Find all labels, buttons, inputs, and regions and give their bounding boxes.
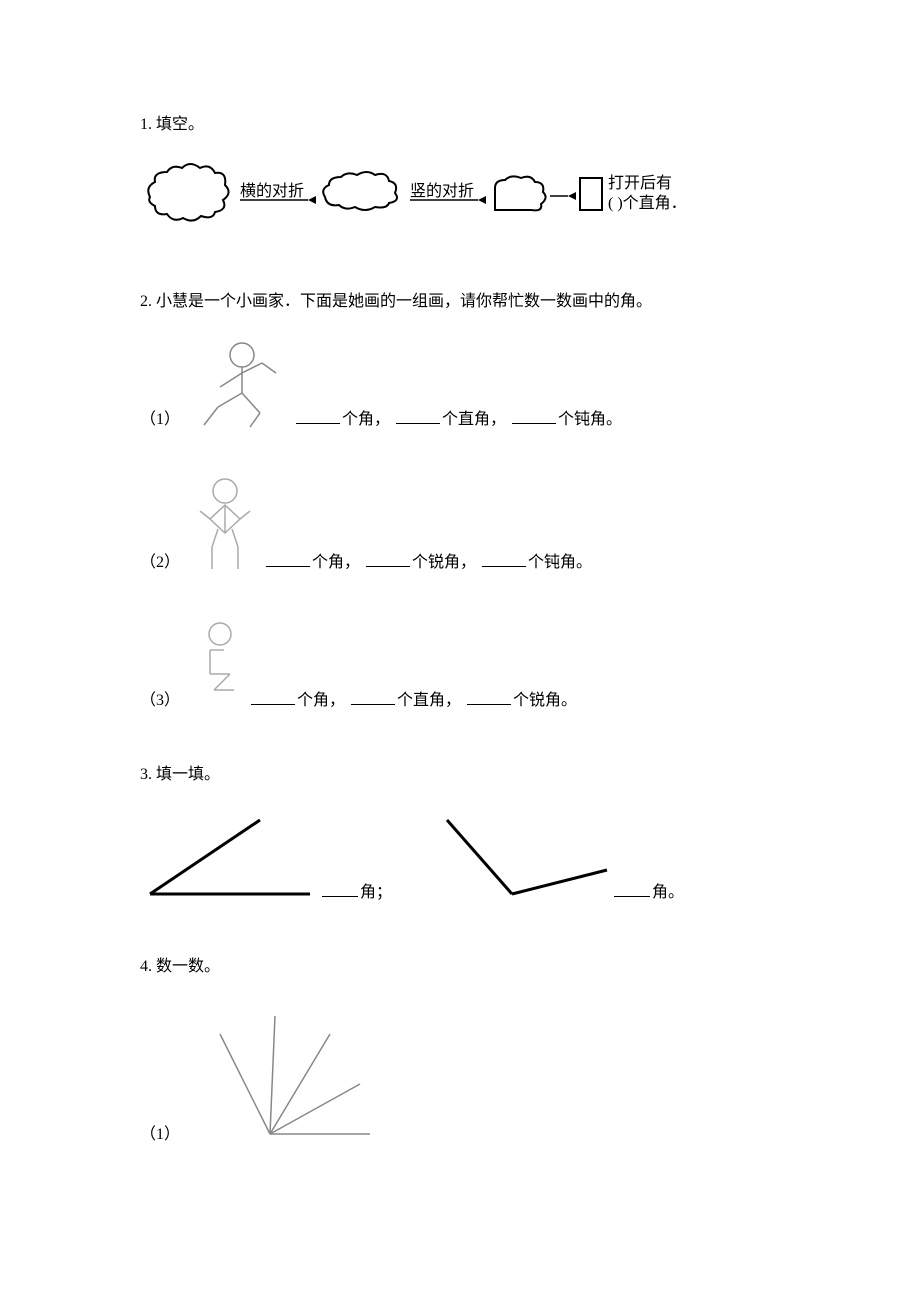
q2-item-1-text: 个角， 个直角， 个钝角。: [294, 405, 622, 429]
blank[interactable]: [396, 409, 440, 424]
q3-angle-1: 角；: [140, 812, 392, 902]
q2-item-1: （1） 个角， 个直角， 个钝角。: [140, 339, 780, 429]
q3-blank-2: 角。: [612, 878, 684, 902]
q1-result-line2: ( )个直角．: [608, 194, 687, 212]
q1-result-line1: 打开后有: [608, 174, 672, 192]
q3-number: 3.: [140, 766, 152, 783]
blank[interactable]: [482, 552, 526, 567]
q1-number: 1.: [140, 116, 152, 133]
question-3: 3. 填一填。 角； 角。: [140, 760, 780, 902]
q2-item-2-label: （2）: [140, 548, 180, 572]
blank[interactable]: [614, 882, 650, 897]
q3-row: 角； 角。: [140, 812, 780, 902]
q1-fold1-label: 横的对折: [240, 182, 304, 200]
q1-title-text: 填空。: [156, 116, 204, 133]
q2-item-3-text: 个角， 个直角， 个锐角。: [249, 686, 577, 710]
q4-item-1-label: （1）: [140, 1120, 180, 1144]
q2-title: 2. 小慧是一个小画家．下面是她画的一组画，请你帮忙数一数画中的角。: [140, 287, 780, 311]
q2-figure-3: [190, 620, 245, 710]
blank[interactable]: [251, 690, 295, 705]
q4-item-1: （1）: [140, 1004, 780, 1144]
blank[interactable]: [322, 882, 358, 897]
blank[interactable]: [351, 690, 395, 705]
question-2: 2. 小慧是一个小画家．下面是她画的一组画，请你帮忙数一数画中的角。 （1） 个…: [140, 287, 780, 710]
blank[interactable]: [467, 690, 511, 705]
q3-title: 3. 填一填。: [140, 760, 780, 784]
q3-blank-1: 角；: [320, 878, 392, 902]
blank[interactable]: [266, 552, 310, 567]
q2-item-2: （2） 个角， 个锐角， 个钝角。: [140, 477, 780, 572]
blank[interactable]: [512, 409, 556, 424]
q4-title-text: 数一数。: [156, 958, 220, 975]
q2-item-2-text: 个角， 个锐角， 个钝角。: [264, 548, 592, 572]
q4-figure-1: [190, 1004, 380, 1144]
q2-item-3: （3） 个角， 个直角， 个锐角。: [140, 620, 780, 710]
q3-title-text: 填一填。: [156, 766, 220, 783]
q1-diagram: 横的对折 竖的对折 打开后有 ( )个直角．: [140, 162, 780, 237]
q4-number: 4.: [140, 958, 152, 975]
blank[interactable]: [366, 552, 410, 567]
q1-title: 1. 填空。: [140, 110, 780, 134]
q2-title-text: 小慧是一个小画家．下面是她画的一组画，请你帮忙数一数画中的角。: [156, 293, 652, 310]
q2-item-3-label: （3）: [140, 686, 180, 710]
q2-figure-1: [190, 339, 290, 429]
q2-figure-2: [190, 477, 260, 572]
blank[interactable]: [296, 409, 340, 424]
q3-angle-2: 角。: [432, 812, 684, 902]
q2-number: 2.: [140, 293, 152, 310]
question-1: 1. 填空。 横的对折 竖的对折: [140, 110, 780, 237]
question-4: 4. 数一数。 （1）: [140, 952, 780, 1144]
q4-title: 4. 数一数。: [140, 952, 780, 976]
q2-item-1-label: （1）: [140, 405, 180, 429]
q1-fold2-label: 竖的对折: [410, 182, 474, 200]
